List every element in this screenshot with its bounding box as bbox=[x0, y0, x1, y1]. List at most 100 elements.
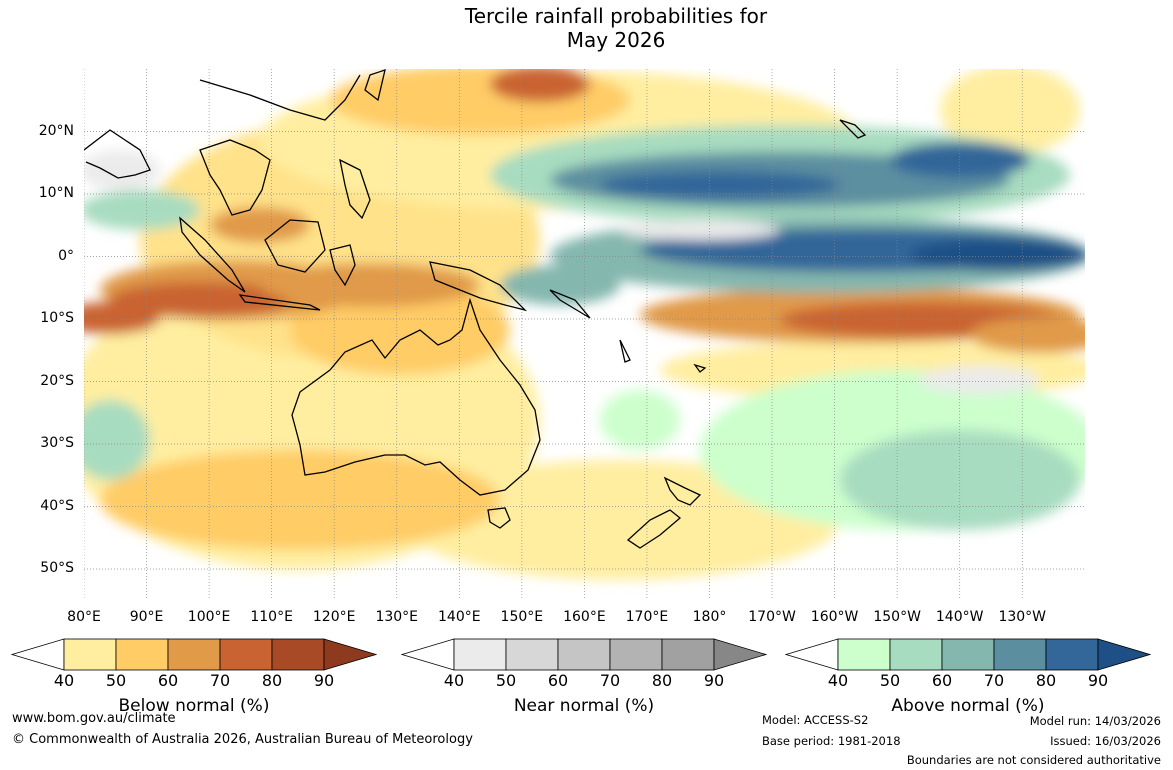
above-colorbar-tick: 70 bbox=[983, 671, 1005, 690]
below-normal-colorbar bbox=[10, 638, 378, 671]
colorbar-right-extension bbox=[323, 638, 378, 671]
latitude-label: 10°N bbox=[38, 185, 74, 201]
below-colorbar-tick: 40 bbox=[53, 671, 75, 690]
borneo-coast bbox=[264, 219, 326, 273]
issued-date: Issued: 16/03/2026 bbox=[1050, 734, 1161, 748]
longitude-label: 180° bbox=[692, 609, 727, 625]
coastlines bbox=[84, 69, 867, 549]
latitude-label: 50°S bbox=[40, 560, 74, 576]
colorbar-segment bbox=[837, 638, 891, 671]
latitude-label: 20°N bbox=[38, 122, 74, 139]
near-colorbar-tick: 60 bbox=[547, 671, 569, 690]
india-coast bbox=[84, 129, 151, 179]
colorbar-segment bbox=[167, 638, 221, 671]
copyright: © Commonwealth of Australia 2026, Austra… bbox=[12, 732, 473, 747]
philippines-coast bbox=[339, 158, 371, 220]
above-colorbar-tick: 80 bbox=[1035, 671, 1057, 690]
colorbar-right-extension bbox=[1097, 638, 1152, 671]
model-run: Model run: 14/03/2026 bbox=[1029, 714, 1161, 728]
colorbar-segment bbox=[63, 638, 117, 671]
java-coast bbox=[238, 294, 321, 311]
near-normal-label: Near normal (%) bbox=[513, 696, 655, 716]
tasmania-coast bbox=[487, 507, 511, 529]
model-name: Model: ACCESS-S2 bbox=[762, 713, 869, 727]
colorbar-segment bbox=[941, 638, 995, 671]
above-colorbar-tick: 50 bbox=[879, 671, 901, 690]
near-colorbar-tick: 50 bbox=[495, 671, 517, 690]
solomon-islands bbox=[549, 289, 591, 319]
new-guinea-coast bbox=[429, 261, 528, 312]
above-colorbar-tick: 60 bbox=[931, 671, 953, 690]
colorbar-left-extension bbox=[400, 638, 455, 671]
japan-coast bbox=[364, 69, 386, 102]
below-normal-label: Below normal (%) bbox=[118, 696, 270, 716]
near-colorbar-tick: 90 bbox=[703, 671, 725, 690]
boundary-disclaimer: Boundaries are not considered authoritat… bbox=[906, 753, 1161, 767]
near-colorbar-tick: 80 bbox=[651, 671, 673, 690]
longitude-label: 150°W bbox=[873, 609, 921, 625]
below-colorbar-tick: 60 bbox=[157, 671, 179, 690]
colorbar-segment bbox=[557, 638, 611, 671]
colorbar-segment bbox=[115, 638, 169, 671]
latitude-label: 0° bbox=[58, 247, 74, 264]
above-colorbar-tick: 40 bbox=[827, 671, 849, 690]
colorbar-segment bbox=[453, 638, 507, 671]
title-line-2: May 2026 bbox=[566, 28, 666, 52]
above-colorbar-tick: 90 bbox=[1087, 671, 1109, 690]
longitude-label: 130°E bbox=[375, 609, 419, 625]
longitude-label: 100°E bbox=[187, 609, 231, 625]
longitude-label: 150°E bbox=[500, 609, 544, 625]
colorbar-segment bbox=[1045, 638, 1099, 671]
colorbar-segment bbox=[219, 638, 273, 671]
website-url[interactable]: www.bom.gov.au/climate bbox=[12, 711, 176, 726]
new-zealand-south bbox=[626, 509, 682, 549]
longitude-label: 120°E bbox=[312, 609, 356, 625]
below-colorbar-tick: 70 bbox=[209, 671, 231, 690]
longitude-label: 130°W bbox=[998, 609, 1047, 625]
longitude-label: 90°E bbox=[129, 609, 164, 625]
vanuatu bbox=[619, 339, 631, 363]
latitude-label: 30°S bbox=[40, 435, 74, 451]
australia-coast bbox=[291, 297, 541, 496]
indochina-coast bbox=[199, 139, 271, 216]
near-normal-colorbar bbox=[400, 638, 768, 671]
below-colorbar-tick: 50 bbox=[105, 671, 127, 690]
above-normal-colorbar bbox=[784, 638, 1152, 671]
below-colorbar-tick: 80 bbox=[261, 671, 283, 690]
title-line-1: Tercile rainfall probabilities for bbox=[464, 4, 768, 28]
longitude-label: 160°E bbox=[563, 609, 606, 625]
map-title: Tercile rainfall probabilities for May 2… bbox=[0, 4, 1173, 52]
colorbar-segment bbox=[993, 638, 1047, 671]
below-colorbar-tick: 90 bbox=[313, 671, 335, 690]
latitude-label: 10°S bbox=[40, 310, 74, 326]
fiji bbox=[693, 363, 707, 373]
hawaii bbox=[839, 119, 867, 139]
sumatra-coast bbox=[179, 216, 246, 293]
longitude-label: 140°W bbox=[935, 609, 984, 625]
longitude-label: 160°W bbox=[810, 609, 859, 625]
sulawesi-coast bbox=[329, 244, 356, 287]
grid-lines bbox=[84, 69, 1085, 599]
longitude-label: 110°E bbox=[250, 609, 293, 625]
colorbar-segment bbox=[271, 638, 325, 671]
above-normal-label: Above normal (%) bbox=[891, 696, 1045, 716]
base-period: Base period: 1981-2018 bbox=[762, 734, 901, 748]
near-colorbar-tick: 70 bbox=[599, 671, 621, 690]
china-coast bbox=[199, 74, 361, 121]
new-zealand-north bbox=[663, 476, 702, 506]
colorbar-segment bbox=[505, 638, 559, 671]
near-colorbar-tick: 40 bbox=[443, 671, 465, 690]
latitude-label: 40°S bbox=[40, 497, 74, 514]
colorbar-segment bbox=[609, 638, 663, 671]
map-field bbox=[84, 69, 1085, 599]
longitude-label: 170°E bbox=[625, 609, 669, 625]
longitude-label: 170°W bbox=[748, 609, 796, 625]
longitude-label: 80°E bbox=[67, 609, 101, 625]
colorbar-left-extension bbox=[784, 638, 839, 671]
colorbar-right-extension bbox=[713, 638, 768, 671]
colorbar-segment bbox=[661, 638, 715, 671]
colorbar-segment bbox=[889, 638, 943, 671]
longitude-label: 140°E bbox=[438, 609, 481, 625]
colorbar-left-extension bbox=[10, 638, 65, 671]
